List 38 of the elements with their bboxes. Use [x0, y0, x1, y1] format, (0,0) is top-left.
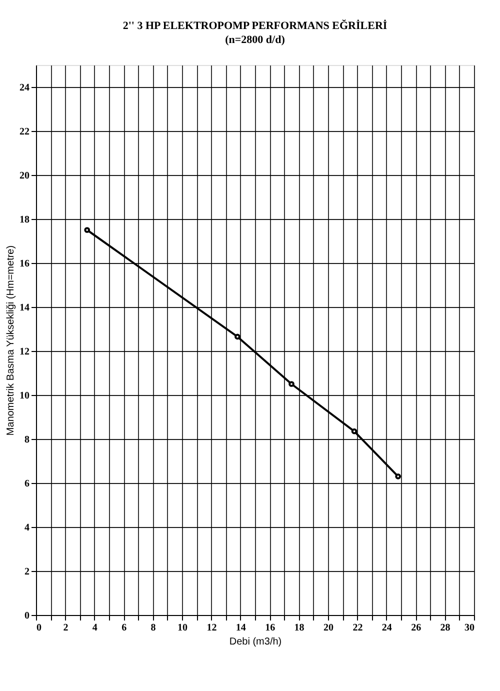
- y-tick-label: 16: [20, 258, 30, 270]
- x-tick-label: 18: [294, 622, 304, 634]
- x-tick-label: 16: [265, 622, 276, 634]
- x-tick-label: 26: [411, 622, 422, 634]
- x-tick-label: 6: [122, 622, 127, 634]
- y-tick-label: 24: [20, 82, 30, 94]
- y-tick-label: 14: [20, 302, 30, 314]
- y-tick-label: 4: [24, 522, 30, 534]
- point: [288, 381, 294, 387]
- x-tick-label: 4: [92, 622, 98, 634]
- point: [234, 334, 240, 340]
- x-tick-label: 30: [464, 622, 474, 634]
- y-tick-label: 6: [24, 478, 30, 490]
- y-tick-label: 0: [24, 610, 30, 622]
- x-tick-label: 28: [440, 622, 450, 634]
- point: [351, 428, 358, 434]
- x-tick-label: 10: [178, 622, 188, 634]
- x-tick-label: 2: [63, 622, 68, 634]
- point: [84, 227, 90, 233]
- y-tick-label: 2: [24, 566, 30, 578]
- x-axis-title: Debi (m3/h): [229, 636, 282, 648]
- chart-title: 2'' 3 HP ELEKTROPOMP PERFORMANS EĞRİLERİ: [122, 19, 388, 32]
- y-tick-label: 8: [24, 434, 30, 446]
- y-tick-label: 12: [20, 346, 30, 358]
- x-tick-label: 14: [236, 622, 246, 634]
- x-tick-label: 12: [206, 622, 217, 634]
- x-tick-label: 8: [150, 622, 156, 634]
- y-tick-label: 18: [20, 214, 30, 226]
- x-tick-label: 0: [36, 622, 42, 634]
- x-tick-label: 20: [324, 622, 334, 634]
- y-tick-label: 22: [20, 126, 30, 138]
- x-tick-label: 22: [352, 622, 363, 634]
- point: [395, 473, 402, 480]
- chart-subtitle: (n=2800 d/d): [225, 34, 286, 46]
- x-tick-label: 24: [382, 622, 392, 634]
- y-tick-label: 10: [20, 390, 30, 402]
- y-tick-label: 20: [20, 170, 30, 182]
- y-axis-title: Manometrik Basma Yüksekliği (Hm=metre): [6, 245, 16, 436]
